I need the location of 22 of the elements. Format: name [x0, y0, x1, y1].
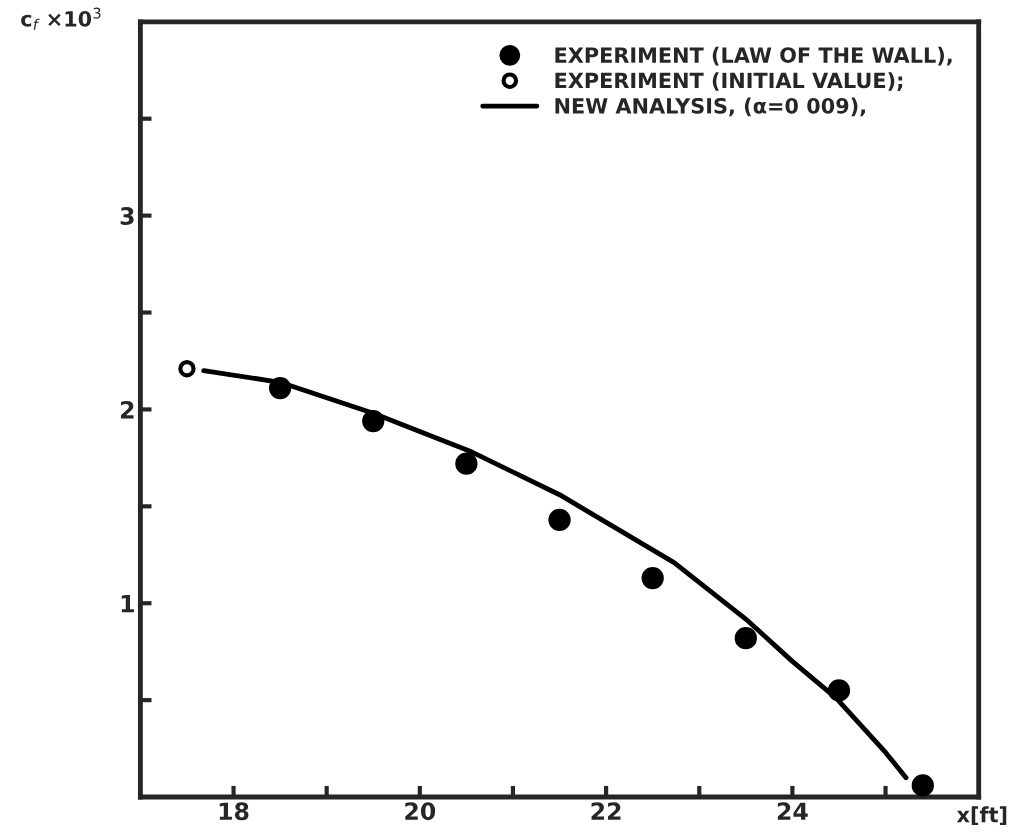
point: [362, 409, 385, 433]
point: [268, 376, 292, 400]
y-axis-title: c$_{f}$ ×10$^{3}$: [21, 7, 101, 30]
legend-label: NEW ANALYSIS, (α=0 009),: [555, 97, 865, 117]
point: [827, 679, 851, 702]
x-tick-label: 20: [405, 802, 436, 821]
legend-label: EXPERIMENT (LAW OF THE WALL),: [555, 46, 952, 66]
point: [455, 452, 478, 475]
y-tick-label: 1: [121, 595, 134, 613]
x-tick-label: 22: [591, 802, 621, 820]
y-tick-label: 3: [120, 207, 134, 225]
point: [178, 360, 196, 378]
point: [548, 508, 571, 532]
point: [641, 566, 664, 590]
y-tick-label: 2: [120, 400, 134, 419]
x-tick-label: 18: [219, 802, 249, 821]
x-axis-title: x[ft]: [956, 806, 1007, 825]
point: [911, 774, 934, 797]
legend-label: EXPERIMENT (INITIAL VALUE);: [555, 72, 903, 91]
line-series: [201, 368, 909, 781]
x-tick-label: 24: [777, 802, 808, 820]
point: [734, 626, 757, 650]
